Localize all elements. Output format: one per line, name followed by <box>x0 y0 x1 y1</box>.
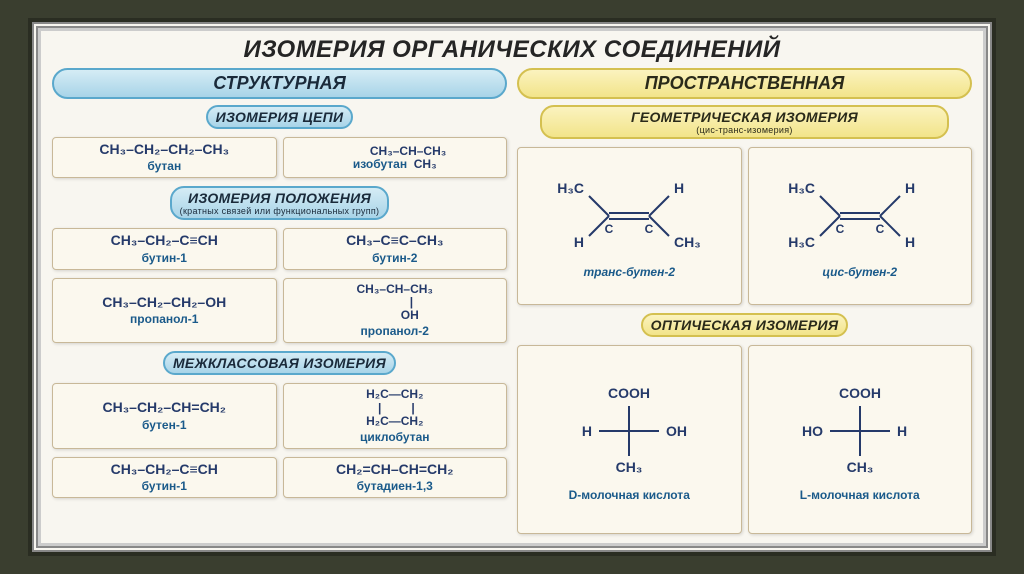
left-header: СТРУКТУРНАЯ <box>52 68 507 99</box>
right-header: ПРОСТРАНСТВЕННАЯ <box>517 68 972 99</box>
formula: CH₃–CH–CH₃ | OH <box>290 283 501 323</box>
compound-name: циклобутан <box>290 430 501 444</box>
compound-name: транс-бутен-2 <box>526 265 733 279</box>
butyne1-box: CH₃–CH₂–C≡CH бутин-1 <box>52 228 277 269</box>
svg-text:H: H <box>897 423 907 439</box>
compound-name: D-молочная кислота <box>526 488 733 502</box>
svg-text:H: H <box>905 180 915 196</box>
formula: CH₃–CH₂–CH₂–OH <box>59 295 270 310</box>
left-column: СТРУКТУРНАЯ ИЗОМЕРИЯ ЦЕПИ CH₃–CH₂–CH₂–CH… <box>52 68 507 536</box>
propanol1-box: CH₃–CH₂–CH₂–OH пропанол-1 <box>52 278 277 344</box>
compound-name: L-молочная кислота <box>757 488 964 502</box>
cis-butene-box: H₃C H H₃C H C C цис-бутен-2 <box>748 147 973 305</box>
structure-svg: COOH H OH CH₃ <box>526 376 733 486</box>
svg-text:H: H <box>574 234 584 250</box>
svg-text:C: C <box>645 222 654 236</box>
compound-name: бутин-1 <box>59 251 270 265</box>
svg-text:H₃C: H₃C <box>558 180 585 196</box>
svg-text:CH₃: CH₃ <box>674 234 701 250</box>
compound-name: пропанол-1 <box>59 312 270 326</box>
formula: H₂C—CH₂ | | H₂C—CH₂ <box>290 388 501 428</box>
butadiene-box: CH₂=CH–CH=CH₂ бутадиен-1,3 <box>283 457 508 498</box>
chain-row: CH₃–CH₂–CH₂–CH₃ бутан CH₃–CH–CH₃ изобута… <box>52 137 507 178</box>
sec-interclass-title: МЕЖКЛАССОВАЯ ИЗОМЕРИЯ <box>163 351 396 375</box>
formula: CH₃–CH₂–CH₂–CH₃ <box>59 142 270 157</box>
svg-text:H₃C: H₃C <box>788 234 815 250</box>
butene1-box: CH₃–CH₂–CH=CH₂ бутен-1 <box>52 383 277 449</box>
sec-chain-title: ИЗОМЕРИЯ ЦЕПИ <box>206 105 354 129</box>
svg-text:H₃C: H₃C <box>788 180 815 196</box>
geometric-row: H₃C H H CH₃ C C транс-бутен-2 <box>517 147 972 305</box>
structure-svg: COOH HO H CH₃ <box>757 376 964 486</box>
structure-svg: H₃C H H₃C H C C <box>757 173 964 263</box>
poster-frame: ИЗОМЕРИЯ ОРГАНИЧЕСКИХ СОЕДИНЕНИЙ СТРУКТУ… <box>32 22 992 552</box>
butyne2-box: CH₃–C≡C–CH₃ бутин-2 <box>283 228 508 269</box>
svg-text:OH: OH <box>666 423 687 439</box>
svg-text:C: C <box>835 222 844 236</box>
isobutane-box: CH₃–CH–CH₃ изобутан CH₃ <box>283 137 508 178</box>
section-subtitle: (цис-транс-изомерия) <box>550 125 940 135</box>
compound-name: бутин-2 <box>290 251 501 265</box>
svg-text:CH₃: CH₃ <box>616 459 643 475</box>
structure-svg: H₃C H H CH₃ C C <box>526 173 733 263</box>
svg-text:COOH: COOH <box>839 385 881 401</box>
svg-text:C: C <box>605 222 614 236</box>
compound-name: бутин-1 <box>59 479 270 493</box>
svg-text:H: H <box>674 180 684 196</box>
formula: CH₃–C≡C–CH₃ <box>290 233 501 248</box>
butyne1b-box: CH₃–CH₂–C≡CH бутин-1 <box>52 457 277 498</box>
interclass-row1: CH₃–CH₂–CH=CH₂ бутен-1 H₂C—CH₂ | | H₂C—C… <box>52 383 507 449</box>
cyclobutane-box: H₂C—CH₂ | | H₂C—CH₂ циклобутан <box>283 383 508 449</box>
compound-name: бутан <box>59 159 270 173</box>
columns: СТРУКТУРНАЯ ИЗОМЕРИЯ ЦЕПИ CH₃–CH₂–CH₂–CH… <box>52 68 972 536</box>
svg-text:C: C <box>875 222 884 236</box>
svg-text:H: H <box>905 234 915 250</box>
svg-text:H: H <box>582 423 592 439</box>
d-lactic-box: COOH H OH CH₃ D-молочная кислота <box>517 345 742 534</box>
sec-geometric-title: ГЕОМЕТРИЧЕСКАЯ ИЗОМЕРИЯ (цис-транс-изоме… <box>540 105 950 139</box>
butane-box: CH₃–CH₂–CH₂–CH₃ бутан <box>52 137 277 178</box>
sec-position-title: ИЗОМЕРИЯ ПОЛОЖЕНИЯ (кратных связей или ф… <box>170 186 390 220</box>
optical-row: COOH H OH CH₃ D-молочная кислота <box>517 345 972 534</box>
compound-name: цис-бутен-2 <box>757 265 964 279</box>
position-row2: CH₃–CH₂–CH₂–OH пропанол-1 CH₃–CH–CH₃ | O… <box>52 278 507 344</box>
right-column: ПРОСТРАНСТВЕННАЯ ГЕОМЕТРИЧЕСКАЯ ИЗОМЕРИЯ… <box>517 68 972 536</box>
position-row1: CH₃–CH₂–C≡CH бутин-1 CH₃–C≡C–CH₃ бутин-2 <box>52 228 507 269</box>
svg-text:HO: HO <box>802 423 823 439</box>
formula: CH₃–CH₂–C≡CH <box>59 462 270 477</box>
section-title: ГЕОМЕТРИЧЕСКАЯ ИЗОМЕРИЯ <box>631 109 858 125</box>
section-subtitle: (кратных связей или функциональных групп… <box>180 206 380 216</box>
sec-optical-title: ОПТИЧЕСКАЯ ИЗОМЕРИЯ <box>641 313 849 337</box>
formula: CH₃–CH₂–C≡CH <box>59 233 270 248</box>
svg-text:CH₃: CH₃ <box>846 459 873 475</box>
compound-name: пропанол-2 <box>290 324 501 338</box>
main-title: ИЗОМЕРИЯ ОРГАНИЧЕСКИХ СОЕДИНЕНИЙ <box>52 36 972 64</box>
formula: CH₂=CH–CH=CH₂ <box>290 462 501 477</box>
interclass-row2: CH₃–CH₂–C≡CH бутин-1 CH₂=CH–CH=CH₂ бутад… <box>52 457 507 498</box>
l-lactic-box: COOH HO H CH₃ L-молочная кислота <box>748 345 973 534</box>
formula: CH₃–CH₂–CH=CH₂ <box>59 400 270 415</box>
section-title: ИЗОМЕРИЯ ПОЛОЖЕНИЯ <box>188 190 371 206</box>
compound-name: бутен-1 <box>59 418 270 432</box>
compound-name: бутадиен-1,3 <box>290 479 501 493</box>
propanol2-box: CH₃–CH–CH₃ | OH пропанол-2 <box>283 278 508 344</box>
trans-butene-box: H₃C H H CH₃ C C транс-бутен-2 <box>517 147 742 305</box>
svg-text:COOH: COOH <box>608 385 650 401</box>
formula: CH₃–CH–CH₃ изобутан CH₃ <box>290 145 501 171</box>
